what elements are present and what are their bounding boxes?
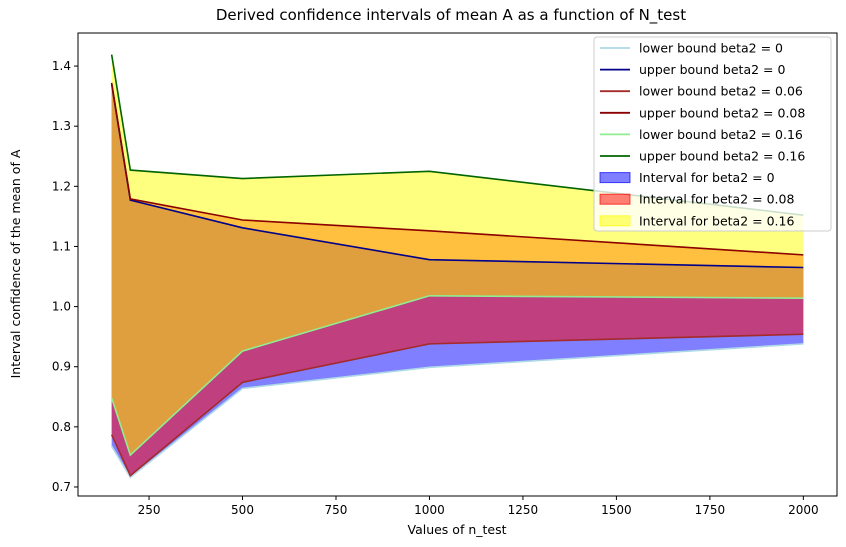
legend-label-lower-bound-beta2-0-06: lower bound beta2 = 0.06: [639, 84, 803, 99]
x-tick-label: 1000: [414, 503, 445, 517]
legend-label-interval-for-beta2-0: Interval for beta2 = 0: [639, 170, 775, 185]
y-tick-label: 0.7: [52, 480, 71, 494]
legend-swatch-interval-for-beta2-0-16: [599, 215, 631, 227]
legend-swatch-interval-for-beta2-0-08: [599, 193, 631, 205]
legend-label-interval-for-beta2-0-16: Interval for beta2 = 0.16: [639, 213, 794, 228]
series-line-lower-bound-beta2-0-16: [110, 294, 804, 457]
fills-layer: [111, 54, 804, 478]
y-tick-label: 0.8: [52, 420, 71, 434]
chart-title: Derived confidence intervals of mean A a…: [216, 6, 686, 25]
legend-label-upper-bound-beta2-0-16: upper bound beta2 = 0.16: [639, 149, 805, 164]
x-axis-ticks: 250 500 750 1000 1250 1500 1750 2000: [138, 496, 819, 517]
legend-swatch-interval-for-beta2-0: [599, 172, 631, 184]
series-line-lower-bound-beta2-0: [110, 343, 804, 479]
series-line-upper-bound-beta2-0-08: [110, 82, 804, 256]
x-tick-label: 500: [231, 503, 254, 517]
fill-interval-for-beta2-0-16: [111, 54, 804, 456]
legend: lower bound beta2 = 0 upper bound beta2 =…: [593, 36, 832, 232]
y-tick-label: 0.9: [52, 360, 71, 374]
x-tick-label: 2000: [788, 503, 819, 517]
y-axis-ticks: 0.7 0.8 0.9 1.0 1.1 1.2 1.3 1.4: [52, 59, 78, 494]
lines-layer: [110, 54, 804, 479]
legend-label-lower-bound-beta2-0-16: lower bound beta2 = 0.16: [639, 127, 803, 142]
y-tick-label: 1.4: [52, 59, 71, 73]
y-axis-label: Interval confidence of the mean of A: [8, 149, 23, 378]
y-tick-label: 1.1: [52, 239, 71, 253]
x-axis-label: Values of n_test: [407, 522, 506, 537]
y-tick-label: 1.2: [52, 179, 71, 193]
legend-box: [593, 36, 832, 232]
series-line-lower-bound-beta2-0-06: [110, 333, 804, 477]
x-tick-label: 1250: [508, 503, 539, 517]
legend-label-lower-bound-beta2-0: lower bound beta2 = 0: [639, 41, 783, 56]
x-tick-label: 750: [325, 503, 348, 517]
x-tick-label: 250: [138, 503, 161, 517]
plot-frame: [77, 32, 838, 497]
legend-label-upper-bound-beta2-0-08: upper bound beta2 = 0.08: [639, 105, 805, 120]
y-tick-label: 1.0: [52, 300, 71, 314]
x-tick-label: 1500: [601, 503, 632, 517]
legend-label-upper-bound-beta2-0: upper bound beta2 = 0: [639, 62, 785, 77]
y-tick-label: 1.3: [52, 119, 71, 133]
x-tick-label: 1750: [695, 503, 726, 517]
legend-label-interval-for-beta2-0-08: Interval for beta2 = 0.08: [639, 192, 794, 207]
series-line-upper-bound-beta2-0-16: [110, 54, 804, 216]
